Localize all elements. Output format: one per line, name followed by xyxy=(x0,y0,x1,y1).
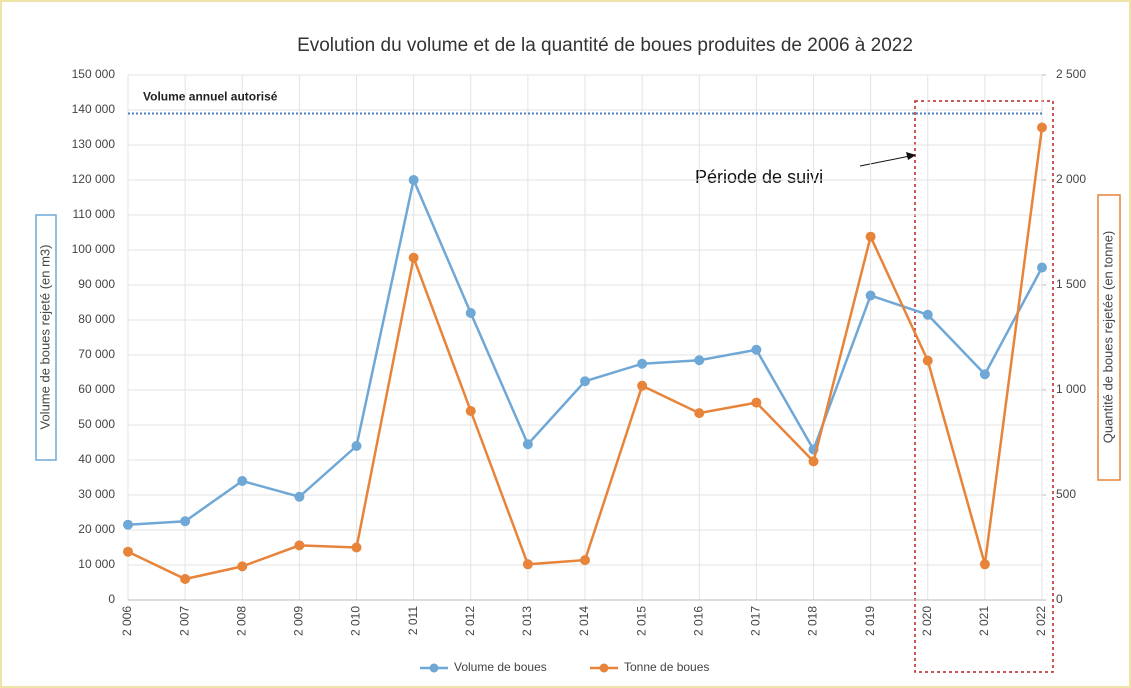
x-tick-label: 2 022 xyxy=(1034,606,1048,636)
y-tick-label: 90 000 xyxy=(78,277,115,291)
data-point xyxy=(751,397,762,408)
x-tick-label: 2 014 xyxy=(577,606,591,636)
x-tick-label: 2 020 xyxy=(920,606,934,636)
data-point xyxy=(979,559,990,570)
data-point xyxy=(465,406,476,416)
y-tick-label: 80 000 xyxy=(78,312,115,326)
period-box xyxy=(914,100,1054,673)
data-point xyxy=(294,540,305,551)
x-tick-label: 2 006 xyxy=(120,606,134,636)
data-point xyxy=(979,369,990,380)
y-tick-label: 50 000 xyxy=(78,417,115,431)
y2-tick-label: 2 000 xyxy=(1056,172,1086,186)
data-point xyxy=(1037,262,1047,273)
x-tick-label: 2 010 xyxy=(349,606,363,636)
x-tick-label: 2 007 xyxy=(177,606,191,636)
data-point xyxy=(123,546,133,557)
y-tick-label: 120 000 xyxy=(72,172,116,186)
legend-marker xyxy=(599,663,609,673)
data-point xyxy=(865,231,876,242)
annotation-arrow xyxy=(859,155,911,167)
data-point xyxy=(465,308,476,318)
data-point xyxy=(408,252,419,263)
y2-axis-label: Quantité de boues rejetée (en tonne) xyxy=(1100,231,1115,443)
y-tick-label: 40 000 xyxy=(78,452,115,466)
legend-marker xyxy=(429,663,439,673)
y2-tick-label: 1 000 xyxy=(1056,382,1086,396)
reference-label: Volume annuel autorisé xyxy=(143,90,278,104)
arrow-head xyxy=(906,152,916,160)
data-point xyxy=(522,439,533,450)
annotation: Période de suivi xyxy=(695,167,823,187)
data-point xyxy=(351,542,362,553)
x-tick-label: 2 013 xyxy=(520,606,534,636)
data-point xyxy=(580,376,590,387)
data-point xyxy=(637,358,648,369)
data-point xyxy=(694,355,705,366)
data-point xyxy=(637,380,648,391)
x-tick-label: 2 017 xyxy=(749,606,763,636)
data-point xyxy=(237,476,248,486)
chart-title: Evolution du volume et de la quantité de… xyxy=(297,35,913,56)
x-tick-label: 2 016 xyxy=(691,606,705,636)
x-tick-label: 2 015 xyxy=(634,606,648,636)
data-point xyxy=(922,309,933,320)
data-point xyxy=(808,456,819,467)
y-tick-label: 130 000 xyxy=(72,137,116,151)
y-label-box xyxy=(35,214,57,461)
y-tick-label: 10 000 xyxy=(78,557,115,571)
y2-label-box xyxy=(1097,194,1121,481)
y-tick-label: 140 000 xyxy=(72,102,116,116)
data-point xyxy=(865,290,876,301)
data-point xyxy=(694,408,705,419)
data-point xyxy=(922,355,933,366)
y-tick-label: 20 000 xyxy=(78,522,115,536)
y-tick-label: 60 000 xyxy=(78,382,115,396)
y2-tick-label: 500 xyxy=(1056,487,1076,501)
y-tick-label: 70 000 xyxy=(78,347,115,361)
y-tick-label: 30 000 xyxy=(78,487,115,501)
data-point xyxy=(351,441,362,451)
x-tick-label: 2 012 xyxy=(463,606,477,636)
x-tick-label: 2 008 xyxy=(234,606,248,636)
x-tick-label: 2 018 xyxy=(806,606,820,636)
x-tick-label: 2 021 xyxy=(977,606,991,636)
y-tick-label: 100 000 xyxy=(72,242,116,256)
y2-tick-label: 1 500 xyxy=(1056,277,1086,291)
data-point xyxy=(237,561,248,572)
y-tick-label: 150 000 xyxy=(72,67,116,81)
data-point xyxy=(123,519,133,530)
y-tick-label: 0 xyxy=(108,592,115,606)
y2-tick-label: 2 500 xyxy=(1056,67,1086,81)
data-point xyxy=(180,574,191,584)
legend-label: Volume de boues xyxy=(454,660,547,674)
x-tick-label: 2 011 xyxy=(406,606,420,635)
y2-tick-label: 0 xyxy=(1056,592,1063,606)
data-point xyxy=(294,491,305,502)
data-point xyxy=(580,555,590,566)
legend-label: Tonne de boues xyxy=(624,660,709,674)
x-tick-label: 2 019 xyxy=(863,606,877,636)
y-tick-label: 110 000 xyxy=(73,207,116,221)
data-point xyxy=(180,516,191,527)
data-point xyxy=(751,344,762,355)
data-point xyxy=(1037,122,1047,133)
y-axis-label: Volume de boues rejeté (en m3) xyxy=(37,245,52,430)
data-point xyxy=(522,559,533,570)
x-tick-label: 2 009 xyxy=(292,606,306,636)
data-point xyxy=(408,175,419,185)
